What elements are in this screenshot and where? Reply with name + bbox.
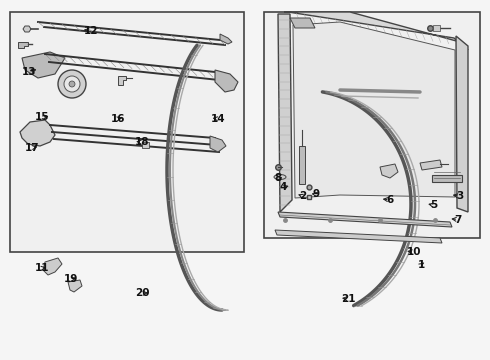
Text: 5: 5 (430, 200, 437, 210)
Polygon shape (380, 164, 398, 178)
Polygon shape (118, 76, 126, 85)
Text: 7: 7 (454, 215, 462, 225)
Polygon shape (215, 70, 238, 92)
Polygon shape (142, 142, 149, 148)
Text: 9: 9 (313, 189, 319, 199)
Polygon shape (284, 12, 468, 50)
Polygon shape (278, 212, 452, 227)
Polygon shape (220, 34, 232, 44)
Polygon shape (275, 230, 442, 243)
Bar (10, 12, 244, 252)
Polygon shape (432, 175, 462, 182)
Text: 20: 20 (135, 288, 149, 298)
Bar (264, 12, 480, 238)
Polygon shape (43, 258, 62, 275)
Polygon shape (210, 136, 226, 152)
Text: 3: 3 (456, 191, 463, 201)
Polygon shape (68, 280, 82, 292)
Text: 2: 2 (299, 191, 306, 201)
Text: 19: 19 (64, 274, 78, 284)
Text: 18: 18 (135, 137, 149, 147)
Polygon shape (18, 42, 28, 48)
Text: 12: 12 (83, 26, 98, 36)
Circle shape (69, 81, 75, 87)
Text: 21: 21 (341, 294, 355, 304)
Polygon shape (293, 22, 455, 198)
Text: 15: 15 (34, 112, 49, 122)
Text: 17: 17 (24, 143, 39, 153)
Polygon shape (456, 36, 468, 212)
Polygon shape (290, 18, 315, 28)
Polygon shape (278, 14, 292, 212)
Circle shape (58, 70, 86, 98)
Text: 6: 6 (386, 195, 393, 205)
Text: 13: 13 (22, 67, 37, 77)
Text: 1: 1 (418, 260, 425, 270)
Text: 14: 14 (211, 114, 225, 124)
Text: 11: 11 (34, 263, 49, 273)
Polygon shape (22, 52, 65, 78)
Text: 10: 10 (407, 247, 421, 257)
Text: 16: 16 (110, 114, 125, 124)
Text: 4: 4 (279, 182, 287, 192)
Polygon shape (23, 26, 31, 32)
Polygon shape (420, 160, 442, 170)
Ellipse shape (274, 175, 286, 180)
Polygon shape (299, 146, 305, 184)
Circle shape (64, 76, 80, 92)
Text: 8: 8 (274, 173, 281, 183)
Polygon shape (433, 25, 440, 31)
Polygon shape (20, 120, 55, 146)
